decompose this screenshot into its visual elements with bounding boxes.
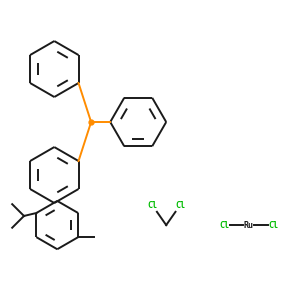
Text: Cl: Cl: [268, 220, 278, 230]
Text: Ru: Ru: [244, 220, 254, 230]
Text: Cl: Cl: [147, 201, 157, 210]
Text: Cl: Cl: [219, 220, 229, 230]
Text: Cl: Cl: [176, 201, 185, 210]
